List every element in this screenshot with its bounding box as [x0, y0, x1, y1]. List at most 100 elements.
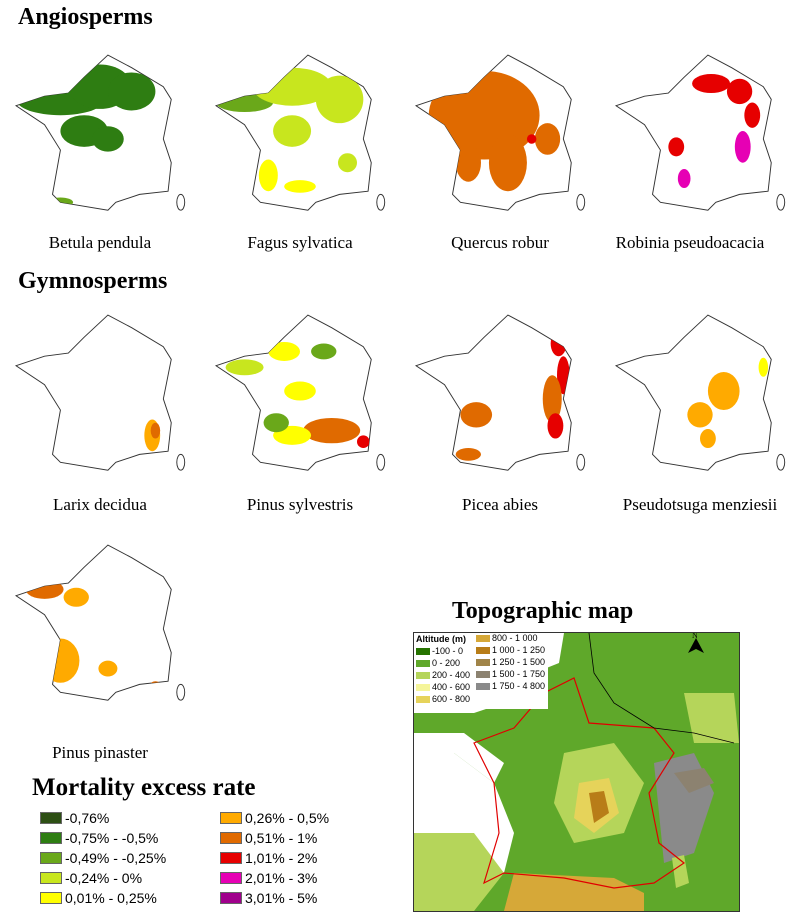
legend-label: -0,75% - -0,5%	[65, 830, 159, 846]
distribution-patch	[692, 74, 731, 94]
topographic-map: N Altitude (m) -100 - 0 0 - 200 200 - 400 4…	[413, 632, 740, 912]
altitude-legend-item: 0 - 200	[416, 658, 460, 668]
distribution-patch	[98, 660, 118, 677]
altitude-label: 1 250 - 1 500	[492, 657, 546, 667]
legend-label: 1,01% - 2%	[245, 850, 318, 866]
species-label: Pinus pinaster	[52, 743, 148, 762]
distribution-patch	[258, 159, 278, 192]
legend-swatch	[220, 872, 242, 884]
altitude-legend-item: 1 000 - 1 250	[476, 645, 545, 655]
legend-label: 2,01% - 3%	[245, 870, 318, 886]
legend-item: 0,26% - 0,5%	[220, 810, 329, 826]
corsica-outline	[776, 453, 786, 471]
corsica-outline	[176, 453, 186, 471]
legend-swatch	[40, 852, 62, 864]
altitude-swatch	[416, 683, 430, 691]
map-betula-pendula	[5, 40, 195, 230]
map-picea-abies	[405, 300, 595, 490]
corsica-outline	[576, 193, 586, 211]
altitude-swatch	[476, 646, 490, 654]
legend-item: 0,01% - 0,25%	[40, 890, 157, 906]
distribution-patch	[726, 78, 753, 105]
legend-item: 3,01% - 5%	[220, 890, 317, 906]
distribution-patch	[700, 429, 716, 449]
distribution-patch	[150, 681, 161, 688]
legend-swatch	[220, 832, 242, 844]
legend-label: -0,49% - -0,25%	[65, 850, 167, 866]
altitude-label: 400 - 600	[432, 682, 471, 692]
north-arrow-icon	[688, 638, 704, 653]
legend-label: -0,76%	[65, 810, 110, 826]
distribution-patch	[92, 126, 124, 152]
species-label: Larix decidua	[53, 495, 147, 514]
altitude-swatch	[476, 682, 490, 690]
distribution-patch	[338, 153, 357, 173]
distribution-patch	[744, 102, 761, 128]
species-label: Robinia pseudoacacia	[615, 233, 765, 252]
altitude-swatch	[416, 659, 430, 667]
distribution-patch	[225, 359, 264, 376]
altitude-legend-item: 1 750 - 4 800	[476, 681, 545, 691]
altitude-legend-item: -100 - 0	[416, 646, 463, 656]
legend-item: -0,76%	[40, 810, 109, 826]
legend-swatch	[40, 812, 62, 824]
legend-title: Mortality excess rate	[32, 774, 256, 801]
legend-label: 3,01% - 5%	[245, 890, 318, 906]
species-label: Picea abies	[462, 495, 538, 514]
distribution-patch	[357, 435, 370, 449]
distribution-patch	[263, 413, 289, 433]
corsica-outline	[776, 193, 786, 211]
north-label: N	[692, 632, 698, 640]
altitude-swatch	[476, 634, 490, 642]
species-label: Betula pendula	[48, 233, 152, 252]
legend-swatch	[220, 812, 242, 824]
altitude-label: 1 500 - 1 750	[492, 669, 546, 679]
legend-item: 2,01% - 3%	[220, 870, 317, 886]
altitude-legend-item: 1 500 - 1 750	[476, 669, 545, 679]
corsica-outline	[376, 453, 386, 471]
map-larix-decidua	[5, 300, 195, 490]
distribution-patch	[63, 587, 89, 607]
legend-label: -0,24% - 0%	[65, 870, 143, 886]
altitude-label: 600 - 800	[432, 694, 471, 704]
corsica-outline	[576, 453, 586, 471]
altitude-swatch	[416, 671, 430, 679]
map-quercus-robur	[405, 40, 595, 230]
topographic-map-image	[414, 633, 739, 911]
distribution-patch	[41, 638, 80, 683]
distribution-patch	[455, 143, 481, 182]
distribution-patch	[547, 413, 564, 439]
altitude-swatch	[476, 670, 490, 678]
heading-gymnosperms: Gymnosperms	[18, 268, 168, 294]
legend-item: -0,75% - -0,5%	[40, 830, 158, 846]
distribution-patch	[284, 381, 316, 401]
distribution-patch	[47, 197, 74, 208]
legend-item: -0,49% - -0,25%	[40, 850, 166, 866]
distribution-patch	[677, 169, 691, 189]
corsica-outline	[176, 683, 186, 701]
distribution-patch	[687, 402, 713, 428]
altitude-legend: Altitude (m) -100 - 0 0 - 200 200 - 400 400…	[414, 633, 548, 709]
corsica-outline	[376, 193, 386, 211]
legend-label: 0,01% - 0,25%	[65, 890, 157, 906]
altitude-swatch	[476, 658, 490, 666]
distribution-patch	[25, 579, 64, 599]
legend-item: 1,01% - 2%	[220, 850, 317, 866]
map-robinia-pseudoacacia	[605, 40, 790, 230]
legend-swatch	[220, 852, 242, 864]
distribution-patch	[311, 343, 337, 360]
species-label: Quercus robur	[451, 233, 549, 252]
distribution-patch	[758, 357, 769, 377]
altitude-label: -100 - 0	[432, 646, 464, 656]
distribution-patch	[707, 372, 740, 411]
corsica-outline	[176, 193, 186, 211]
legend-swatch	[220, 892, 242, 904]
map-fagus-sylvatica	[205, 40, 395, 230]
legend-item: -0,24% - 0%	[40, 870, 142, 886]
altitude-label: 0 - 200	[432, 658, 461, 668]
map-pseudotsuga-menziesii	[605, 300, 790, 490]
legend-swatch	[40, 892, 62, 904]
species-label: Pinus sylvestris	[246, 495, 354, 514]
distribution-patch	[268, 341, 300, 361]
altitude-legend-title: Altitude (m)	[416, 634, 466, 644]
